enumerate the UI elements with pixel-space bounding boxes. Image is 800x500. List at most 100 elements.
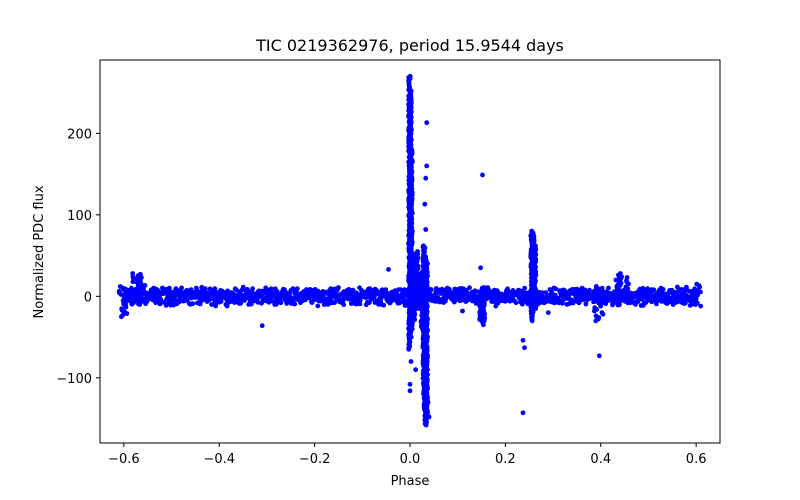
outlier-point: [520, 337, 526, 343]
outlier-point: [425, 399, 431, 405]
y-tick-label: −100: [56, 372, 92, 387]
data-point: [678, 287, 684, 292]
data-point: [409, 147, 414, 153]
data-point: [593, 284, 599, 289]
x-tick-label: 0.4: [590, 452, 611, 467]
outlier-point: [424, 163, 430, 169]
data-point: [139, 298, 145, 304]
data-point: [179, 285, 185, 291]
data-point: [622, 295, 628, 301]
data-point: [268, 286, 274, 292]
data-point: [117, 284, 123, 289]
data-point: [134, 294, 139, 299]
data-point: [467, 285, 472, 291]
outlier-point: [422, 201, 428, 207]
data-point: [366, 300, 372, 305]
y-tick-label: 200: [67, 127, 92, 142]
data-point: [213, 289, 219, 295]
scatter-points: [116, 73, 704, 428]
data-point: [292, 301, 298, 307]
data-point: [606, 285, 611, 291]
data-point: [383, 287, 389, 292]
data-point: [341, 302, 347, 308]
data-point: [407, 86, 412, 91]
outlier-point: [596, 353, 602, 359]
data-point: [378, 299, 384, 305]
outlier-point: [426, 414, 432, 420]
outlier-point: [520, 410, 526, 416]
x-tick-label: 0.0: [400, 452, 421, 467]
data-point: [332, 300, 337, 305]
data-point: [624, 275, 630, 280]
data-point: [224, 303, 230, 309]
data-point: [599, 285, 605, 291]
data-point: [138, 271, 143, 277]
data-point: [522, 285, 527, 291]
data-point: [294, 289, 299, 295]
outlier-point: [423, 175, 429, 181]
data-point: [142, 283, 148, 288]
y-axis-label: Normalized PDC flux: [32, 185, 47, 318]
data-point: [381, 302, 387, 308]
outlier-point: [460, 308, 465, 314]
data-point: [543, 290, 549, 295]
data-point: [397, 299, 403, 305]
data-point: [124, 293, 130, 299]
data-point: [250, 286, 256, 292]
x-axis: −0.6 −0.4 −0.2 0.0 0.2 0.4 0.6: [108, 443, 706, 467]
data-point: [225, 288, 231, 294]
data-point: [617, 283, 623, 288]
data-point: [692, 286, 697, 292]
data-point: [530, 230, 536, 236]
outlier-point: [413, 367, 419, 373]
data-point: [263, 285, 269, 291]
x-tick-label: 0.6: [686, 452, 707, 467]
data-point: [130, 271, 136, 276]
data-point: [519, 301, 525, 307]
data-point: [660, 287, 666, 292]
data-point: [539, 290, 545, 296]
data-point: [134, 287, 140, 293]
outlier-point: [259, 323, 265, 329]
data-point: [617, 273, 623, 279]
data-point: [421, 253, 427, 258]
data-point: [443, 298, 448, 304]
data-point: [513, 300, 519, 306]
x-axis-label: Phase: [391, 474, 430, 489]
data-point: [407, 73, 413, 79]
y-tick-label: 100: [67, 209, 92, 224]
outlier-point: [424, 120, 430, 126]
data-point: [167, 285, 172, 291]
x-tick-label: 0.2: [495, 452, 516, 467]
data-point: [694, 300, 700, 306]
data-point: [428, 287, 434, 292]
outlier-point: [321, 302, 327, 307]
data-point: [425, 261, 430, 267]
outlier-point: [545, 310, 551, 315]
data-point: [190, 301, 196, 307]
outlier-point: [408, 359, 414, 364]
data-point: [694, 281, 700, 287]
data-point: [193, 285, 199, 291]
data-point: [651, 288, 656, 293]
y-tick-label: 0: [84, 290, 92, 305]
outlier-point: [423, 227, 429, 232]
outlier-point: [478, 265, 483, 271]
data-point: [592, 305, 598, 311]
data-point: [533, 243, 538, 249]
data-point: [600, 298, 605, 304]
x-tick-label: −0.4: [203, 452, 235, 467]
outlier-point: [407, 381, 413, 387]
data-point: [116, 288, 122, 294]
data-point: [248, 301, 254, 307]
data-point: [129, 285, 134, 291]
outlier-point: [422, 245, 428, 250]
data-point: [690, 291, 696, 296]
x-tick-label: −0.6: [108, 452, 140, 467]
data-point: [315, 303, 321, 309]
outlier-point: [493, 303, 499, 309]
data-point: [698, 303, 704, 309]
data-point: [357, 301, 363, 307]
